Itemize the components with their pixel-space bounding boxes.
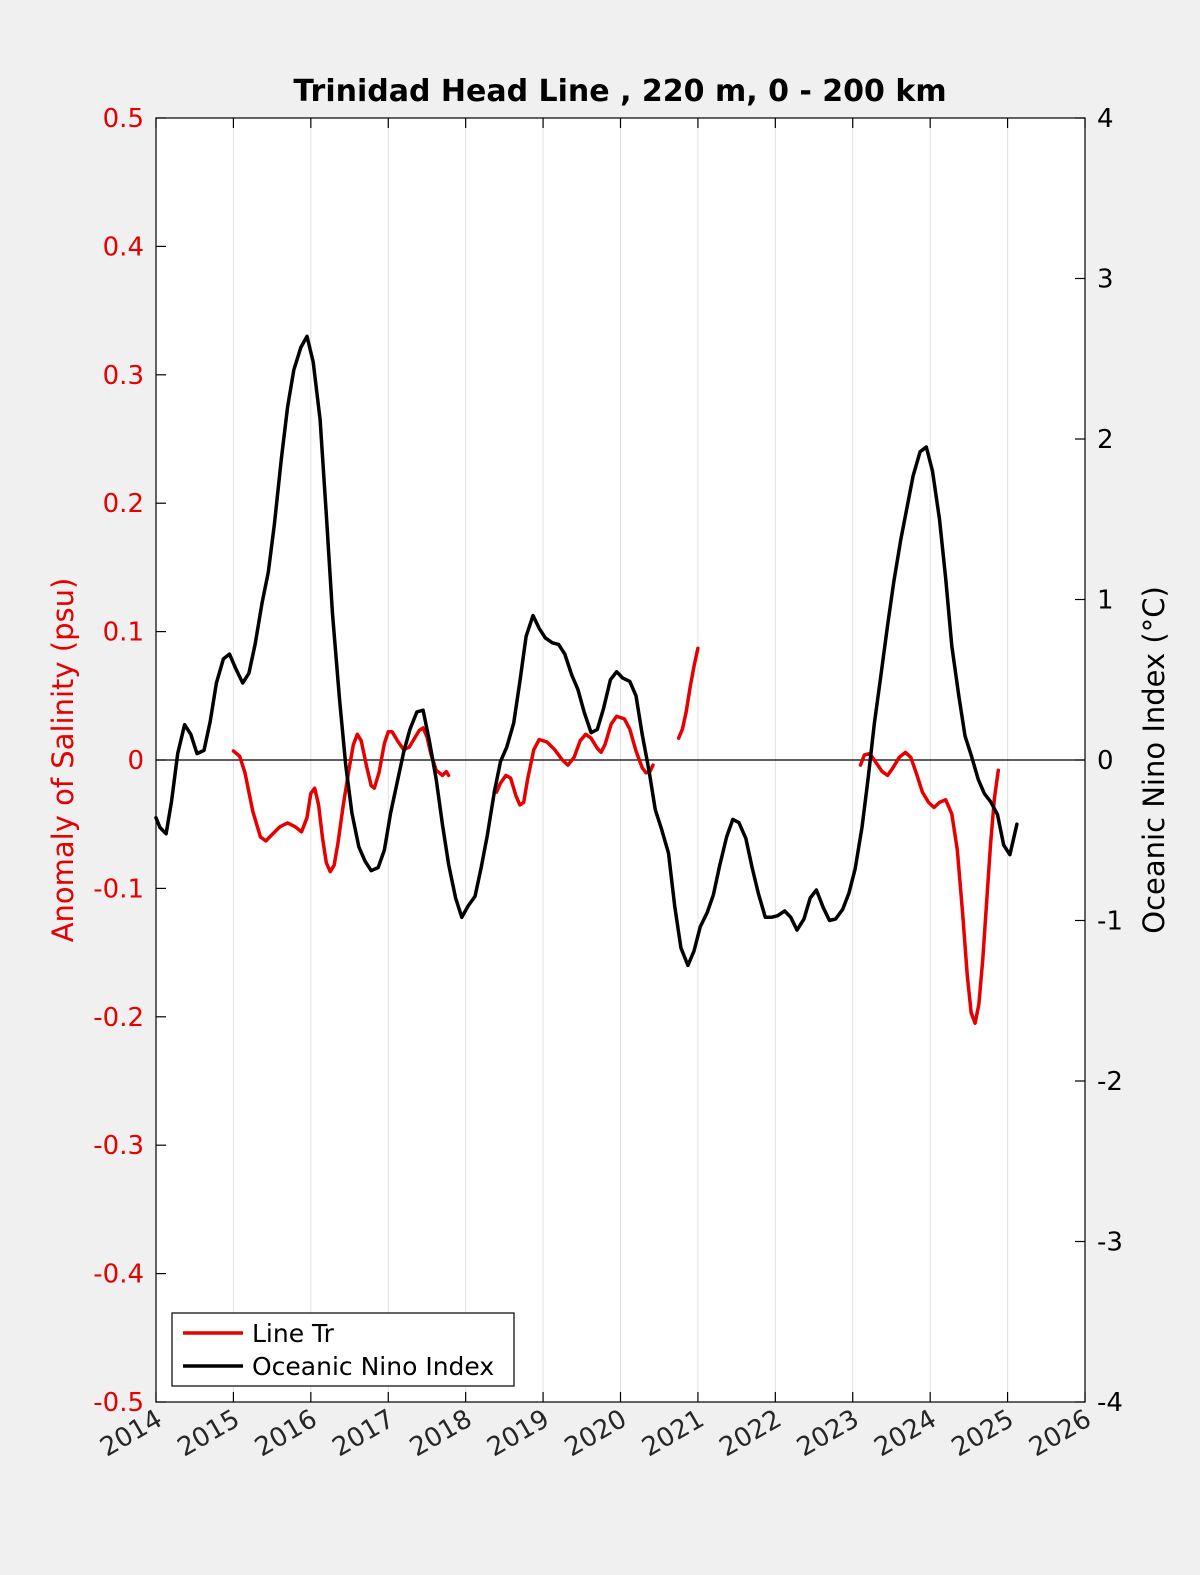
legend: Line Tr Oceanic Nino Index xyxy=(171,1312,515,1387)
y-left-tick-label: 0.2 xyxy=(103,489,144,519)
series-line-line-tr xyxy=(494,714,655,807)
y-right-tick-label: -2 xyxy=(1097,1067,1123,1097)
legend-box xyxy=(171,1312,515,1387)
series-lines xyxy=(154,334,1019,1025)
y-left-tick-label: -0.1 xyxy=(93,874,144,904)
y-right-tick-label: 1 xyxy=(1097,586,1114,616)
y-left-tick-label: 0 xyxy=(127,746,144,776)
left-axis-label: Anomaly of Salinity (psu) xyxy=(46,578,80,943)
series-line-line-tr xyxy=(676,646,700,740)
series-line-oceanic-nino-index xyxy=(154,334,1019,968)
chart-title: Trinidad Head Line , 220 m, 0 - 200 km xyxy=(293,74,946,109)
y-left-tick-label: 0.5 xyxy=(103,104,144,134)
y-left-tick-label: 0.1 xyxy=(103,618,144,648)
y-right-tick-label: 4 xyxy=(1097,104,1114,134)
y-right-tick-label: -4 xyxy=(1097,1388,1123,1418)
y-right-tick-label: 3 xyxy=(1097,265,1114,295)
y-right-tick-label: -3 xyxy=(1097,1228,1123,1258)
legend-label-line-tr: Line Tr xyxy=(252,1319,335,1348)
legend-label-oceanic-nino-index: Oceanic Nino Index xyxy=(252,1352,494,1381)
y-left-tick-label: -0.5 xyxy=(93,1388,144,1418)
y-right-tick-label: 0 xyxy=(1097,746,1114,776)
y-left-tick-label: -0.4 xyxy=(93,1260,144,1290)
y-right-tick-label: 2 xyxy=(1097,425,1114,455)
axes: 2014 2015 2016 2017 2018 2019 2020 2021 2022 2023… xyxy=(93,104,1123,1463)
y-left-tick-label: -0.2 xyxy=(93,1003,144,1033)
y-left-tick-label: 0.4 xyxy=(103,232,144,262)
y-right-tick-label: -1 xyxy=(1097,907,1123,937)
right-axis-label: Oceanic Nino Index (°C) xyxy=(1137,586,1171,934)
series-line-line-tr xyxy=(231,726,451,874)
y-left-tick-label: -0.3 xyxy=(93,1131,144,1161)
series-line-line-tr xyxy=(858,750,1001,1025)
y-left-tick-label: 0.3 xyxy=(103,361,144,391)
